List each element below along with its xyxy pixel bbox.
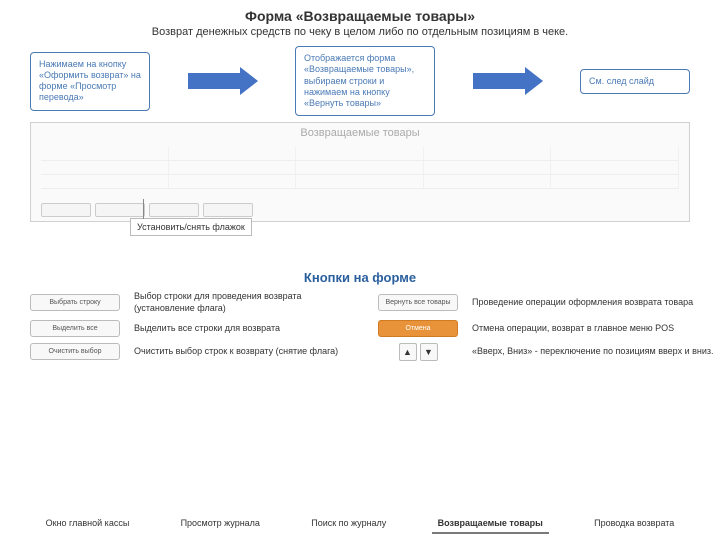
btn-select-all: Выделить все (30, 320, 120, 337)
btn-cancel: Отмена (378, 320, 458, 337)
desc-up-down: «Вверх, Вниз» - переключение по позициям… (472, 346, 720, 357)
desc-clear: Очистить выбор строк к возврату (снятие … (134, 346, 364, 357)
desc-select-all: Выделить все строки для возврата (134, 323, 364, 334)
embedded-screenshot: Возвращаемые товары (30, 122, 690, 222)
flow-step-3: См. след слайд (580, 69, 690, 94)
flow-diagram: Нажимаем на кнопку «Оформить возврат» на… (0, 46, 720, 116)
tab-return-tx[interactable]: Проводка возврата (588, 514, 680, 534)
flow-step-2: Отображается форма «Возвращаемые товары»… (295, 46, 435, 116)
page-title: Форма «Возвращаемые товары» (0, 0, 720, 26)
section-buttons-title: Кнопки на форме (0, 254, 720, 291)
desc-return-all: Проведение операции оформления возврата … (472, 297, 720, 308)
footer-tabs: Окно главной кассы Просмотр журнала Поис… (0, 514, 720, 534)
buttons-table: Выбрать строку Выбор строки для проведен… (0, 291, 720, 361)
tab-return-goods[interactable]: Возвращаемые товары (432, 514, 549, 534)
desc-cancel: Отмена операции, возврат в главное меню … (472, 323, 720, 334)
screenshot-heading: Возвращаемые товары (300, 127, 419, 139)
down-icon: ▼ (420, 343, 438, 361)
tab-journal-view[interactable]: Просмотр журнала (175, 514, 266, 534)
tab-journal-search[interactable]: Поиск по журналу (305, 514, 392, 534)
page-subtitle: Возврат денежных средств по чеку в целом… (0, 26, 720, 46)
tab-main-cash[interactable]: Окно главной кассы (40, 514, 136, 534)
btn-return-all: Вернуть все товары (378, 294, 458, 311)
callout-label: Установить/снять флажок (130, 218, 252, 236)
desc-select-row: Выбор строки для проведения возврата (ус… (134, 291, 364, 314)
btn-up-down: ▲ ▼ (378, 343, 458, 361)
arrow-icon (188, 69, 258, 93)
flow-step-1: Нажимаем на кнопку «Оформить возврат» на… (30, 52, 150, 111)
btn-select-row: Выбрать строку (30, 294, 120, 311)
btn-clear: Очистить выбор (30, 343, 120, 360)
up-icon: ▲ (399, 343, 417, 361)
arrow-icon (473, 69, 543, 93)
